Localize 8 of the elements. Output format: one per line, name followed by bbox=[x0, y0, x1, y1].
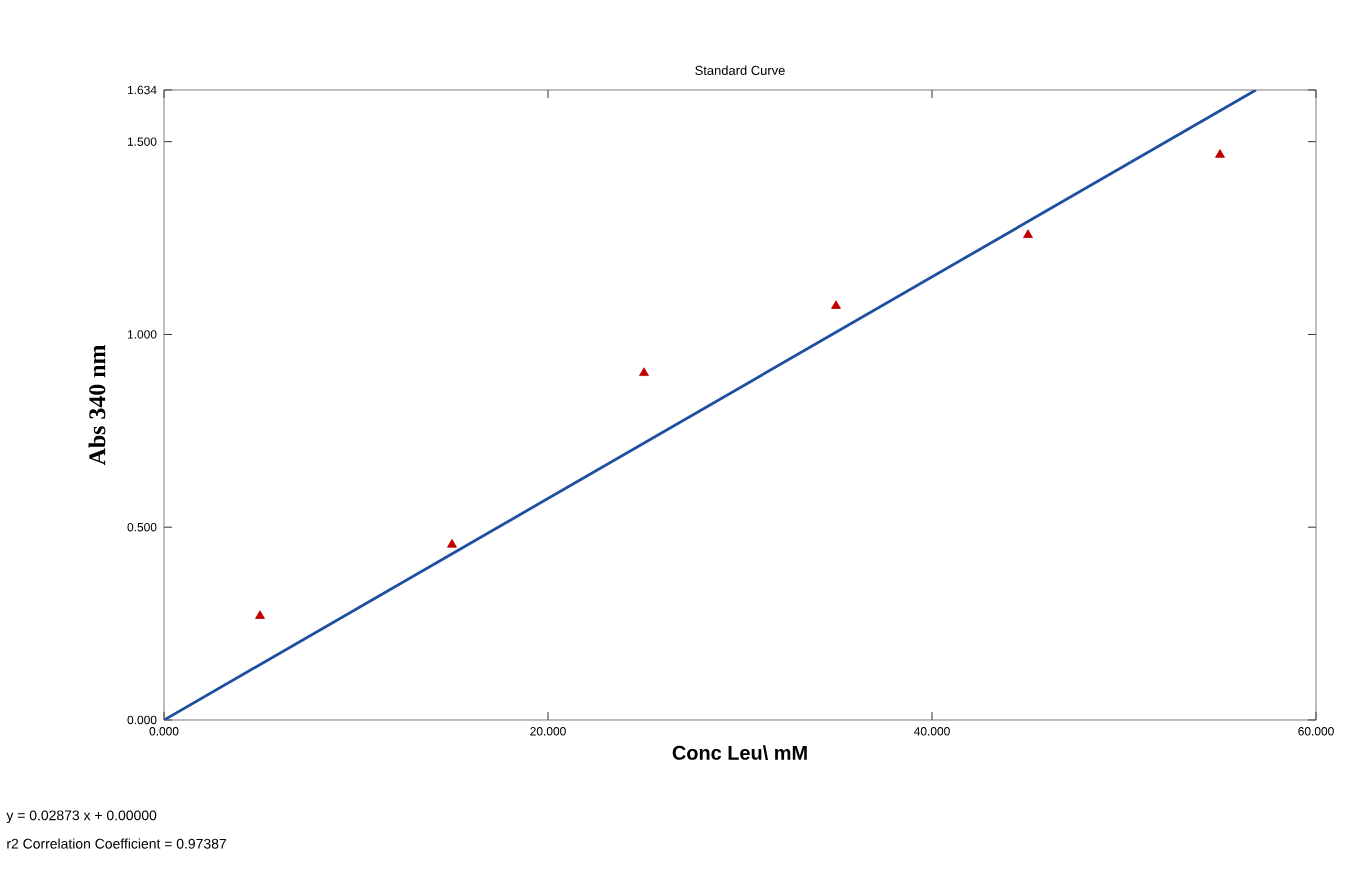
x-axis-title: Conc Leu\ mM bbox=[672, 745, 807, 761]
point bbox=[255, 610, 265, 619]
point bbox=[831, 300, 841, 309]
point bbox=[1215, 149, 1225, 158]
y-axis-title: Abs 340 nm bbox=[88, 345, 106, 466]
point bbox=[1023, 229, 1033, 238]
point bbox=[639, 367, 649, 376]
point bbox=[447, 538, 457, 548]
